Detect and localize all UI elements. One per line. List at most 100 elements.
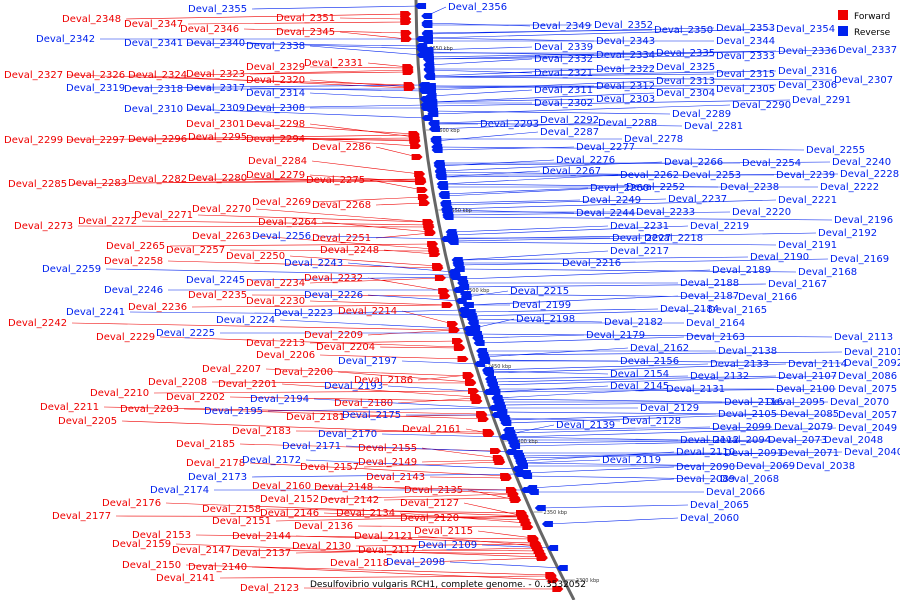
gene-label-forward[interactable]: Deval_2242 [8, 318, 67, 329]
gene-label-forward[interactable]: Deval_2264 [258, 217, 317, 228]
gene-label-forward[interactable]: Deval_2297 [66, 135, 125, 146]
gene-label-forward[interactable]: Deval_2323 [186, 69, 245, 80]
gene-label-reverse[interactable]: Deval_2278 [624, 134, 683, 145]
gene-label-forward[interactable]: Deval_2203 [120, 404, 179, 415]
gene-label-reverse[interactable]: Deval_2336 [778, 46, 837, 57]
gene-label-reverse[interactable]: Deval_2266 [664, 157, 723, 168]
gene-label-forward[interactable]: Deval_2248 [320, 245, 379, 256]
gene-label-reverse[interactable]: Deval_2325 [656, 62, 715, 73]
gene-label-forward[interactable]: Deval_2351 [276, 13, 335, 24]
gene-label-forward[interactable]: Deval_2201 [218, 379, 277, 390]
gene-label-forward[interactable]: Deval_2258 [104, 256, 163, 267]
gene-label-reverse[interactable]: Deval_2356 [448, 2, 507, 13]
gene-label-forward[interactable]: Deval_2186 [354, 375, 413, 386]
gene-label-reverse[interactable]: Deval_2085 [780, 409, 839, 420]
gene-label-forward[interactable]: Deval_2123 [240, 583, 299, 594]
gene-label-reverse[interactable]: Deval_2073 [768, 435, 827, 446]
gene-label-reverse[interactable]: Deval_2221 [778, 195, 837, 206]
gene-label-forward[interactable]: Deval_2214 [338, 306, 397, 317]
gene-label-forward[interactable]: Deval_2329 [246, 62, 305, 73]
gene-label-forward[interactable]: Deval_2294 [246, 134, 305, 145]
gene-label-reverse[interactable]: Deval_2156 [620, 356, 679, 367]
gene-label-reverse[interactable]: Deval_2101 [844, 347, 900, 358]
gene-label-reverse[interactable]: Deval_2040 [844, 447, 900, 458]
gene-label-reverse[interactable]: Deval_2219 [690, 221, 749, 232]
gene-label-reverse[interactable]: Deval_2255 [806, 145, 865, 156]
gene-label-reverse[interactable]: Deval_2353 [716, 23, 775, 34]
gene-label-forward[interactable]: Deval_2270 [192, 204, 251, 215]
gene-label-forward[interactable]: Deval_2147 [172, 545, 231, 556]
gene-label-forward[interactable]: Deval_2251 [312, 233, 371, 244]
gene-label-reverse[interactable]: Deval_2095 [766, 397, 825, 408]
gene-label-forward[interactable]: Deval_2275 [306, 175, 365, 186]
gene-label-reverse[interactable]: Deval_2224 [216, 315, 275, 326]
gene-label-forward[interactable]: Deval_2204 [316, 342, 375, 353]
gene-label-reverse[interactable]: Deval_2057 [838, 410, 897, 421]
gene-label-reverse[interactable]: Deval_2252 [626, 182, 685, 193]
gene-label-reverse[interactable]: Deval_2128 [622, 416, 681, 427]
gene-label-reverse[interactable]: Deval_2315 [716, 69, 775, 80]
gene-label-reverse[interactable]: Deval_2107 [778, 371, 837, 382]
gene-label-forward[interactable]: Deval_2284 [248, 156, 307, 167]
gene-label-forward[interactable]: Deval_2153 [132, 530, 191, 541]
gene-label-reverse[interactable]: Deval_2306 [778, 80, 837, 91]
gene-label-forward[interactable]: Deval_2158 [202, 504, 261, 515]
gene-label-reverse[interactable]: Deval_2355 [188, 4, 247, 15]
gene-label-reverse[interactable]: Deval_2145 [610, 381, 669, 392]
gene-label-reverse[interactable]: Deval_2133 [710, 359, 769, 370]
gene-label-reverse[interactable]: Deval_2194 [250, 394, 309, 405]
gene-label-reverse[interactable]: Deval_2191 [778, 240, 837, 251]
gene-label-reverse[interactable]: Deval_2316 [778, 66, 837, 77]
gene-label-reverse[interactable]: Deval_2277 [576, 142, 635, 153]
gene-label-reverse[interactable]: Deval_2240 [832, 157, 891, 168]
gene-label-forward[interactable]: Deval_2115 [414, 526, 473, 537]
gene-label-reverse[interactable]: Deval_2109 [418, 540, 477, 551]
gene-label-reverse[interactable]: Deval_2091 [724, 448, 783, 459]
gene-label-reverse[interactable]: Deval_2314 [246, 88, 305, 99]
gene-label-forward[interactable]: Deval_2185 [176, 439, 235, 450]
gene-label-forward[interactable]: Deval_2159 [112, 539, 171, 550]
gene-label-reverse[interactable]: Deval_2254 [742, 158, 801, 169]
gene-label-forward[interactable]: Deval_2346 [180, 24, 239, 35]
gene-label-reverse[interactable]: Deval_2276 [556, 155, 615, 166]
gene-label-forward[interactable]: Deval_2121 [354, 531, 413, 542]
gene-label-forward[interactable]: Deval_2146 [260, 508, 319, 519]
gene-label-reverse[interactable]: Deval_2227 [612, 233, 671, 244]
gene-label-forward[interactable]: Deval_2271 [134, 210, 193, 221]
gene-label-reverse[interactable]: Deval_2190 [750, 252, 809, 263]
gene-label-reverse[interactable]: Deval_2071 [780, 448, 839, 459]
gene-label-reverse[interactable]: Deval_2048 [824, 435, 883, 446]
gene-label-reverse[interactable]: Deval_2289 [672, 109, 731, 120]
gene-label-reverse[interactable]: Deval_2304 [656, 88, 715, 99]
gene-label-reverse[interactable]: Deval_2132 [690, 371, 749, 382]
gene-label-reverse[interactable]: Deval_2168 [798, 267, 857, 278]
gene-label-reverse[interactable]: Deval_2089 [676, 474, 735, 485]
gene-label-reverse[interactable]: Deval_2281 [684, 121, 743, 132]
gene-label-forward[interactable]: Deval_2282 [128, 174, 187, 185]
gene-label-reverse[interactable]: Deval_2189 [712, 265, 771, 276]
gene-label-reverse[interactable]: Deval_2154 [610, 369, 669, 380]
gene-label-forward[interactable]: Deval_2183 [232, 426, 291, 437]
gene-label-reverse[interactable]: Deval_2187 [680, 291, 739, 302]
gene-label-reverse[interactable]: Deval_2313 [656, 76, 715, 87]
gene-label-reverse[interactable]: Deval_2165 [708, 305, 767, 316]
gene-label-reverse[interactable]: Deval_2349 [532, 21, 591, 32]
gene-label-reverse[interactable]: Deval_2163 [686, 332, 745, 343]
gene-label-forward[interactable]: Deval_2181 [286, 412, 345, 423]
gene-label-reverse[interactable]: Deval_2303 [596, 94, 655, 105]
gene-label-reverse[interactable]: Deval_2173 [188, 472, 247, 483]
gene-label-reverse[interactable]: Deval_2287 [540, 127, 599, 138]
gene-label-reverse[interactable]: Deval_2215 [510, 286, 569, 297]
gene-label-reverse[interactable]: Deval_2218 [644, 233, 703, 244]
gene-label-forward[interactable]: Deval_2273 [14, 221, 73, 232]
gene-label-reverse[interactable]: Deval_2319 [66, 83, 125, 94]
gene-label-reverse[interactable]: Deval_2170 [318, 429, 377, 440]
gene-label-reverse[interactable]: Deval_2220 [732, 207, 791, 218]
gene-label-forward[interactable]: Deval_2327 [4, 70, 63, 81]
gene-label-reverse[interactable]: Deval_2259 [42, 264, 101, 275]
gene-label-reverse[interactable]: Deval_2312 [596, 81, 655, 92]
gene-label-forward[interactable]: Deval_2229 [96, 332, 155, 343]
gene-label-forward[interactable]: Deval_2326 [66, 70, 125, 81]
gene-label-reverse[interactable]: Deval_2233 [636, 207, 695, 218]
gene-label-forward[interactable]: Deval_2269 [252, 197, 311, 208]
